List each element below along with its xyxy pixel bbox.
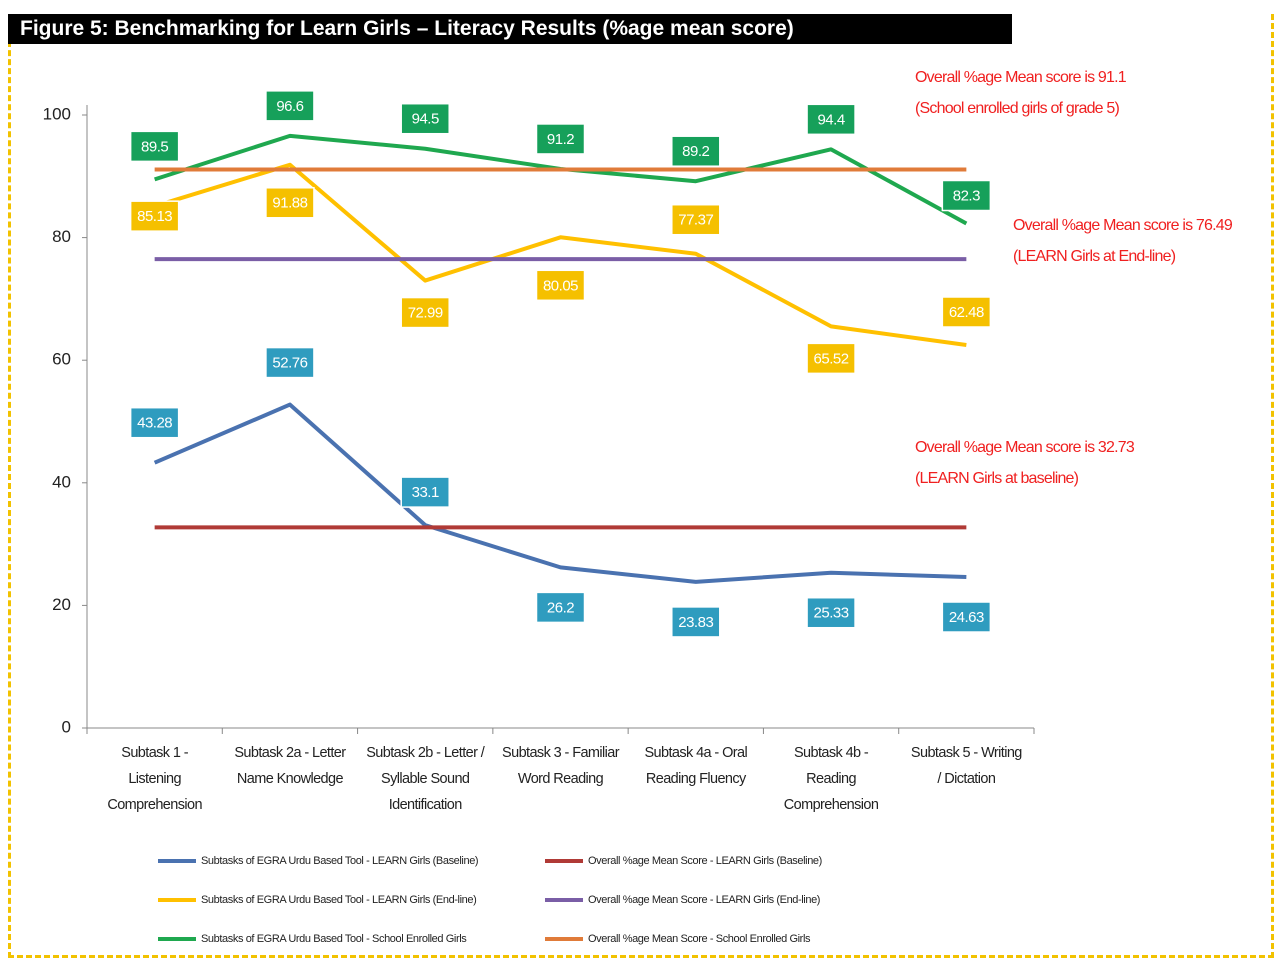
data-label: 25.33 [814, 605, 849, 622]
data-label-box [400, 102, 450, 135]
x-tick-label: Subtask 3 - Familiar Word Reading [502, 745, 620, 787]
data-label-box [129, 406, 180, 439]
data-label: 82.3 [953, 187, 980, 204]
data-label-box [265, 90, 315, 122]
data-label-box [265, 346, 315, 379]
data-label-box [806, 342, 856, 375]
data-label: 91.88 [272, 195, 307, 212]
legend-label: Subtasks of EGRA Urdu Based Tool - Schoo… [201, 933, 467, 945]
annotation: (LEARN Girls at baseline) [915, 470, 1079, 487]
series-line [153, 402, 967, 584]
data-label-box [535, 269, 586, 302]
data-label: 62.48 [949, 304, 984, 321]
x-tick-label: Subtask 5 - Writing / Dictation [910, 745, 1022, 787]
legend-label: Subtasks of EGRA Urdu Based Tool - LEARN… [201, 855, 478, 867]
data-label-box [671, 606, 721, 638]
series-line [154, 162, 967, 347]
data-label-box [806, 596, 856, 629]
annotation: (School enrolled girls of grade 5) [915, 100, 1120, 117]
data-label-box [535, 591, 586, 624]
x-tick-label: Subtask 2b - Letter / Syllable Sound Ide… [366, 745, 485, 813]
data-label: 65.52 [814, 350, 849, 367]
y-tick-label: 80 [52, 227, 71, 246]
data-label: 89.2 [682, 143, 709, 160]
annotation: Overall %age Mean score is 32.73 [915, 439, 1135, 456]
legend-label: Subtasks of EGRA Urdu Based Tool - LEARN… [201, 894, 476, 906]
data-label-box [941, 296, 992, 328]
y-tick-label: 20 [52, 595, 71, 614]
data-label: 85.13 [137, 208, 172, 225]
data-label: 24.63 [949, 609, 984, 626]
data-label-box [129, 200, 180, 232]
legend-label: Overall %age Mean Score - LEARN Girls (E… [588, 894, 820, 906]
data-label-box [806, 103, 856, 136]
data-label: 77.37 [678, 212, 713, 229]
x-tick-label: Subtask 4b - Reading Comprehension [783, 745, 879, 813]
data-label: 94.4 [817, 111, 844, 128]
data-label: 52.76 [272, 355, 307, 372]
data-label: 96.6 [276, 98, 303, 115]
data-label: 33.1 [412, 484, 439, 501]
data-label-box [535, 123, 586, 155]
y-tick-label: 40 [52, 472, 71, 491]
x-tick-label: Subtask 1 - Listening Comprehension [107, 745, 202, 813]
data-label: 94.5 [412, 111, 439, 128]
data-label-box [129, 130, 180, 163]
data-label-box [265, 187, 315, 219]
data-label-box [941, 179, 992, 212]
data-label-box [671, 135, 721, 167]
y-tick-label: 60 [52, 350, 71, 369]
data-label: 89.5 [141, 138, 168, 155]
data-label: 26.2 [547, 599, 574, 616]
annotation: (LEARN Girls at End-line) [1013, 248, 1176, 265]
data-label-box [941, 601, 992, 633]
data-label-box [400, 296, 450, 329]
legend-label: Overall %age Mean Score - LEARN Girls (B… [588, 855, 822, 867]
data-label: 23.83 [678, 614, 713, 631]
legend-label: Overall %age Mean Score - School Enrolle… [588, 933, 811, 945]
data-label-box [400, 476, 450, 508]
data-label: 72.99 [408, 305, 443, 322]
data-label: 43.28 [137, 415, 172, 432]
data-label-box [671, 203, 721, 236]
chart-title: Figure 5: Benchmarking for Learn Girls –… [8, 14, 1012, 44]
x-tick-label: Subtask 4a - Oral Reading Fluency [644, 745, 748, 787]
annotation: Overall %age Mean score is 91.1 [915, 69, 1127, 86]
annotation: Overall %age Mean score is 76.49 [1013, 217, 1233, 234]
y-tick-label: 100 [43, 104, 71, 123]
x-tick-label: Subtask 2a - Letter Name Knowledge [234, 745, 346, 787]
data-label: 80.05 [543, 277, 578, 294]
frame [8, 14, 1274, 958]
data-label: 91.2 [547, 131, 574, 148]
y-tick-label: 0 [62, 717, 71, 736]
